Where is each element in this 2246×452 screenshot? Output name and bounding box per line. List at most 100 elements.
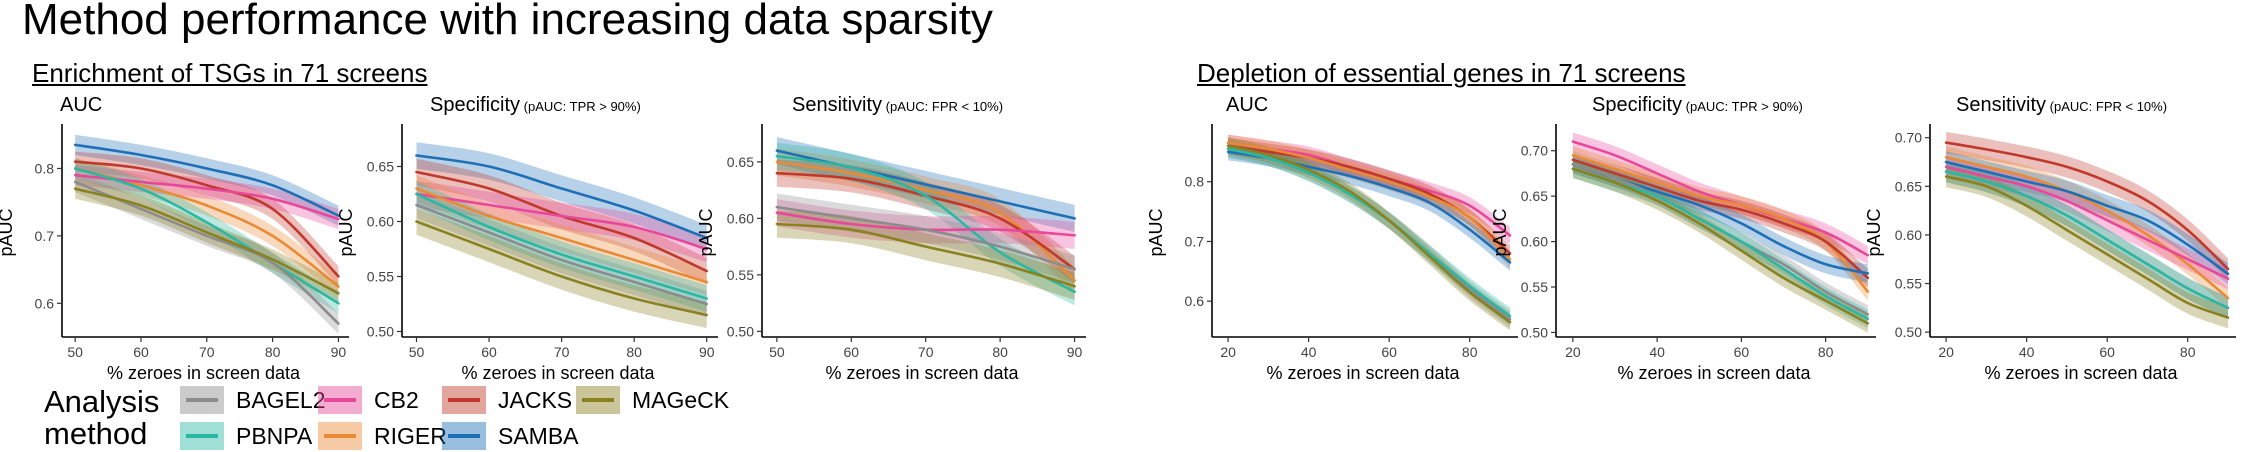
x-tick-label: 60	[2099, 344, 2115, 360]
y-tick-label: 0.65	[1895, 178, 1922, 194]
y-tick-label: 0.70	[1895, 130, 1922, 146]
panel-title-main: Sensitivity	[1956, 94, 2046, 116]
panel-title-main: AUC	[60, 94, 102, 116]
series-line-samba	[415, 154, 708, 240]
panel-subtitle: (pAUC: TPR > 90%)	[1682, 99, 1803, 114]
series-line-pbnpa	[1944, 170, 2230, 310]
y-tick-label: 0.8	[35, 160, 55, 176]
series-line-jacks	[73, 160, 340, 278]
legend-title-line1: Analysis	[44, 384, 160, 419]
x-tick-label: 70	[554, 344, 570, 360]
series-line-bagel2	[775, 205, 1076, 271]
y-tick-label: 0.60	[1895, 227, 1922, 243]
x-tick-label: 40	[1649, 344, 1665, 360]
series-line-samba	[73, 143, 340, 217]
y-tick-label: 0.8	[1185, 174, 1205, 190]
y-tick-label: 0.55	[367, 269, 394, 285]
y-tick-label: 0.60	[727, 210, 754, 226]
panel-5: Specificity (pAUC: TPR > 90%) 20 40 60 80 0.5…	[1490, 94, 1876, 383]
x-tick-label: 40	[1301, 344, 1317, 360]
y-axis-label: pAUC	[1490, 208, 1510, 256]
band-samba	[416, 142, 707, 252]
legend-line-bagel2	[186, 398, 218, 402]
panel-title-main: Specificity	[430, 94, 520, 116]
band-jacks	[416, 158, 707, 285]
figure-title: Method performance with increasing data …	[22, 0, 993, 44]
panel-title: Specificity (pAUC: TPR > 90%)	[430, 94, 641, 116]
legend-line-riger	[324, 434, 356, 438]
x-tick-label: 60	[133, 344, 149, 360]
legend-title-line2: method	[44, 416, 148, 451]
x-tick-label: 60	[481, 344, 497, 360]
band-bagel2	[1572, 155, 1868, 324]
legend-label-cb2: CB2	[374, 387, 419, 413]
section-title-enrichment: Enrichment of TSGs in 71 screens	[32, 58, 428, 88]
y-tick-label: 0.50	[1895, 324, 1922, 340]
x-axis-label: % zeroes in screen data	[1984, 363, 2178, 383]
y-tick-label: 0.7	[35, 228, 55, 244]
series-line-cb2	[1571, 140, 1870, 257]
panel-title: Specificity (pAUC: TPR > 90%)	[1592, 94, 1803, 116]
legend-line-jacks	[448, 398, 480, 402]
y-tick-label: 0.7	[1185, 233, 1205, 249]
x-tick-label: 90	[1067, 344, 1083, 360]
x-tick-label: 80	[1462, 344, 1478, 360]
series-line-cb2	[1944, 165, 2230, 280]
band-riger	[75, 158, 339, 297]
legend-line-mageck	[582, 398, 614, 402]
legend-label-pbnpa: PBNPA	[236, 423, 313, 449]
band-bagel2	[1228, 140, 1510, 328]
series-line-jacks	[1571, 158, 1870, 280]
band-bagel2	[776, 193, 1075, 283]
x-tick-label: 80	[626, 344, 642, 360]
panel-1: AUC 50 60 70 80 90 0.6 0.7 0.8 % zeroes in screen…	[0, 94, 349, 383]
legend: Analysis method BAGEL2 PBNPA CB2 RIGER J…	[40, 382, 740, 450]
x-tick-label: 60	[1381, 344, 1397, 360]
panel-title: AUC	[60, 94, 102, 116]
legend-label-bagel2: BAGEL2	[236, 387, 326, 413]
y-tick-label: 0.50	[367, 324, 394, 340]
series-line-cb2	[73, 173, 340, 221]
band-pbnpa	[1228, 140, 1510, 325]
y-tick-label: 0.55	[1521, 279, 1548, 295]
x-tick-label: 60	[844, 344, 860, 360]
y-tick-label: 0.60	[367, 214, 394, 230]
x-tick-label: 80	[265, 344, 281, 360]
series-line-pbnpa	[73, 167, 340, 305]
legend-label-samba: SAMBA	[498, 423, 579, 449]
band-cb2	[416, 180, 707, 263]
section-title-depletion: Depletion of essential genes in 71 scree…	[1197, 58, 1686, 88]
y-tick-label: 0.65	[1521, 188, 1548, 204]
x-tick-label: 70	[199, 344, 215, 360]
x-tick-label: 80	[1818, 344, 1834, 360]
band-cb2	[1228, 134, 1510, 244]
series-line-riger	[415, 187, 708, 284]
band-mageck	[776, 210, 1075, 300]
series-line-pbnpa	[775, 154, 1076, 294]
x-axis-label: % zeroes in screen data	[107, 363, 301, 383]
legend-line-cb2	[324, 398, 356, 402]
y-tick-label: 0.6	[1185, 293, 1205, 309]
x-tick-label: 90	[331, 344, 347, 360]
band-samba	[75, 134, 339, 226]
panel-title: AUC	[1226, 94, 1268, 116]
band-pbnpa	[75, 158, 339, 314]
series-line-mageck	[1226, 144, 1512, 324]
panel-2: Specificity (pAUC: TPR > 90%) 50 60 70 80 90 0…	[336, 94, 718, 383]
series-line-bagel2	[415, 203, 708, 306]
band-cb2	[776, 199, 1075, 249]
y-tick-label: 0.55	[727, 267, 754, 283]
panel-title-main: AUC	[1226, 94, 1268, 116]
panel-3: Sensitivity (pAUC: FPR < 10%) 50 60 70 80 90 0…	[696, 94, 1086, 383]
x-tick-label: 70	[918, 344, 934, 360]
x-axis-label: % zeroes in screen data	[1266, 363, 1460, 383]
legend-label-riger: RIGER	[374, 423, 447, 449]
y-tick-label: 0.55	[1895, 276, 1922, 292]
y-axis-label: pAUC	[0, 208, 16, 256]
panel-title: Sensitivity (pAUC: FPR < 10%)	[792, 94, 1003, 116]
series-line-mageck	[1571, 167, 1870, 325]
x-tick-label: 40	[2019, 344, 2035, 360]
x-tick-label: 50	[67, 344, 83, 360]
